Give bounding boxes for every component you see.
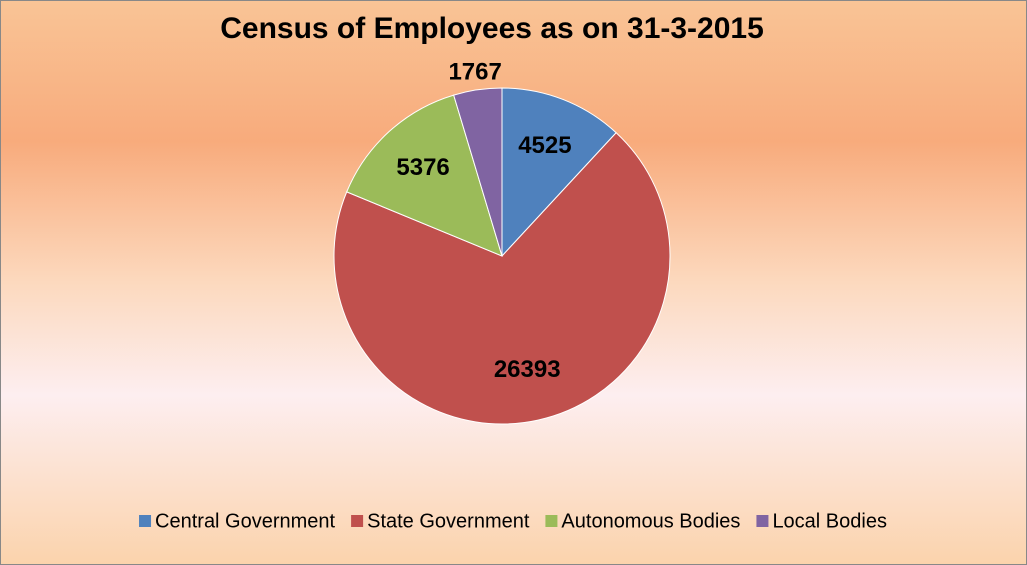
legend-swatch [545, 515, 558, 527]
data-label: 26393 [494, 356, 561, 383]
pie-slice [501, 87, 617, 258]
legend-swatch [351, 515, 364, 527]
data-label: 5376 [396, 154, 449, 181]
data-label: 4525 [518, 132, 571, 159]
pie-slice [333, 132, 671, 425]
pie-slice [346, 94, 503, 257]
legend-label: Autonomous Bodies [561, 510, 740, 532]
data-label: 1767 [448, 59, 501, 86]
legend-swatch [756, 515, 769, 527]
legend-label: State Government [367, 510, 530, 532]
legend-swatch [139, 515, 152, 527]
pie-slice [453, 87, 503, 257]
legend-label: Central Government [155, 510, 336, 532]
chart-title: Census of Employees as on 31-3-2015 [220, 12, 764, 45]
legend-label: Local Bodies [772, 510, 887, 532]
